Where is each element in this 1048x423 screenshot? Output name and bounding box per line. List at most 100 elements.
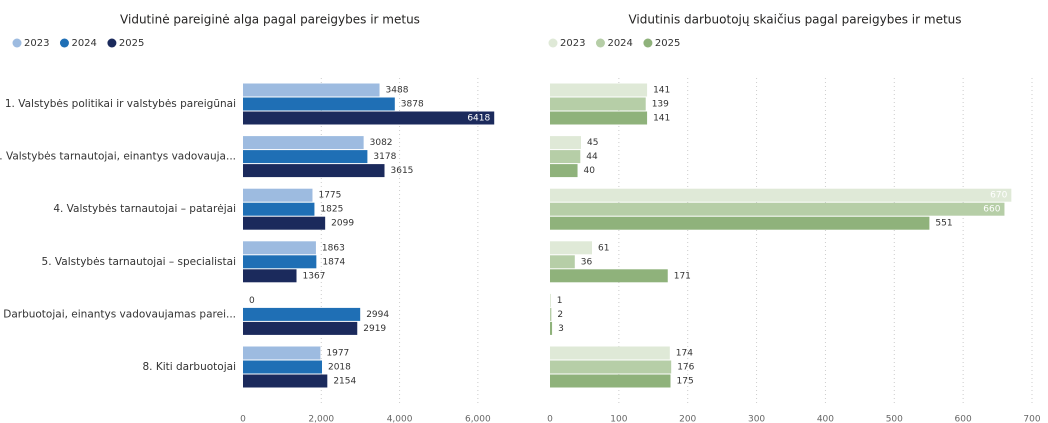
bar <box>550 202 1005 216</box>
bar <box>243 136 364 150</box>
x-tick-label: 700 <box>1023 415 1040 423</box>
x-tick-label: 2,000 <box>308 415 334 423</box>
value-label: 1775 <box>318 191 341 201</box>
bar <box>550 307 552 321</box>
x-tick-label: 500 <box>886 415 903 423</box>
value-label: 175 <box>677 377 694 387</box>
value-label: 2099 <box>331 219 354 229</box>
bar <box>550 164 578 178</box>
value-label: 551 <box>935 219 952 229</box>
value-label: 2994 <box>366 310 389 320</box>
category-label: 7. Darbuotojai, einantys vadovaujamas pa… <box>0 308 236 320</box>
x-tick-label: 400 <box>817 415 834 423</box>
bar <box>243 374 328 388</box>
bar <box>550 255 575 269</box>
value-label: 40 <box>584 166 596 176</box>
bar <box>243 269 297 283</box>
value-label: 2 <box>557 310 563 320</box>
legend-swatch <box>107 38 117 48</box>
chart-title: Vidutinis darbuotojų skaičius pagal pare… <box>628 13 961 27</box>
value-label: 2154 <box>333 377 356 387</box>
bar <box>243 216 326 230</box>
category-label: 3. Valstybės tarnautojai, einantys vadov… <box>0 151 236 163</box>
legend-label: 2023 <box>24 38 49 49</box>
value-label: 2919 <box>363 324 386 334</box>
bar <box>550 216 930 230</box>
value-label: 176 <box>677 363 694 373</box>
chart-title: Vidutinė pareiginė alga pagal pareigybes… <box>120 13 420 27</box>
bar <box>243 150 368 164</box>
bar <box>243 164 385 178</box>
bar <box>243 111 495 125</box>
value-label: 3488 <box>386 86 409 96</box>
bar <box>550 111 648 125</box>
x-tick-label: 600 <box>955 415 972 423</box>
legend-label: 2025 <box>655 38 680 49</box>
value-label: 139 <box>652 100 669 110</box>
x-tick-label: 6,000 <box>465 415 491 423</box>
value-label: 1825 <box>320 205 343 215</box>
x-tick-label: 200 <box>679 415 696 423</box>
bar <box>550 269 668 283</box>
value-label: 3178 <box>373 152 396 162</box>
value-label: 171 <box>674 271 691 281</box>
value-label: 6418 <box>467 114 490 124</box>
value-label: 141 <box>653 114 670 124</box>
bar <box>550 346 670 360</box>
value-label: 1874 <box>322 257 345 267</box>
legend-swatch <box>548 38 558 48</box>
legend-swatch <box>59 38 69 48</box>
category-label: 8. Kiti darbuotojai <box>142 361 236 373</box>
value-label: 61 <box>598 243 609 253</box>
bar <box>243 360 322 374</box>
bar <box>243 321 358 335</box>
x-tick-label: 300 <box>748 415 765 423</box>
value-label: 3878 <box>401 100 424 110</box>
bar <box>550 136 581 150</box>
bar <box>243 346 321 360</box>
category-label: 1. Valstybės politikai ir valstybės pare… <box>5 98 236 110</box>
x-tick-label: 100 <box>610 415 627 423</box>
value-label: 660 <box>983 205 1000 215</box>
value-label: 670 <box>990 191 1007 201</box>
bar <box>550 150 581 164</box>
bar <box>550 188 1012 202</box>
x-tick-label: 4,000 <box>387 415 413 423</box>
value-label: 3 <box>558 324 564 334</box>
legend-label: 2025 <box>119 38 144 49</box>
x-tick-label: 0 <box>547 415 553 423</box>
value-label: 3615 <box>391 166 414 176</box>
bar <box>550 241 593 255</box>
bar <box>550 360 672 374</box>
legend-swatch <box>643 38 653 48</box>
legend-swatch <box>595 38 605 48</box>
bar <box>243 83 380 97</box>
value-label: 1367 <box>303 271 326 281</box>
bar <box>243 307 361 321</box>
value-label: 36 <box>581 257 593 267</box>
value-label: 2018 <box>328 363 351 373</box>
value-label: 1863 <box>322 243 345 253</box>
category-label: 5. Valstybės tarnautojai – specialistai <box>42 256 236 268</box>
legend-label: 2023 <box>560 38 585 49</box>
value-label: 141 <box>653 86 670 96</box>
bar <box>550 293 551 307</box>
value-label: 45 <box>587 138 598 148</box>
legend-label: 2024 <box>607 38 632 49</box>
bar <box>243 241 316 255</box>
legend-swatch <box>12 38 22 48</box>
value-label: 44 <box>586 152 598 162</box>
x-tick-label: 0 <box>240 415 246 423</box>
bar <box>243 97 395 111</box>
bar <box>550 97 646 111</box>
category-label: 4. Valstybės tarnautojai – patarėjai <box>53 203 236 215</box>
bar <box>550 83 648 97</box>
value-label: 1 <box>557 296 563 306</box>
bar <box>550 321 553 335</box>
bar <box>243 255 317 269</box>
bar <box>243 202 315 216</box>
value-label: 3082 <box>370 138 393 148</box>
legend-label: 2024 <box>71 38 96 49</box>
bar <box>243 188 313 202</box>
